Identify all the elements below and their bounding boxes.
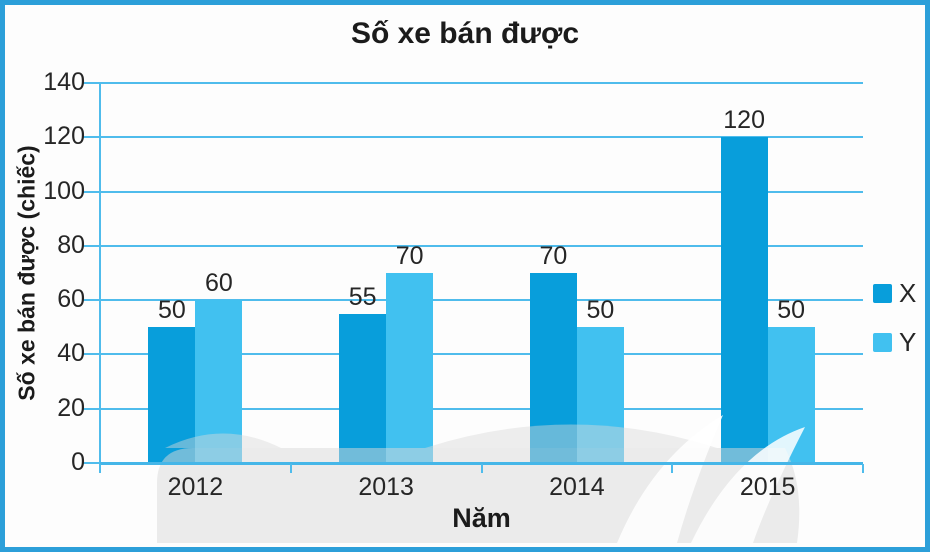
bar-y-2012 <box>195 300 243 463</box>
x-tick-0 <box>99 464 101 473</box>
x-tick-1 <box>289 464 292 473</box>
gridline-100 <box>100 190 863 193</box>
x-tick-4 <box>862 464 864 473</box>
y-tick-0 <box>82 462 100 464</box>
y-tick-label-40: 40 <box>57 339 85 368</box>
gridline-120 <box>100 136 863 139</box>
legend-swatch-icon-y <box>873 332 892 352</box>
y-tick-140 <box>82 82 100 84</box>
bar-value-label-x-2012: 50 <box>157 296 186 325</box>
y-tick-60 <box>82 299 100 302</box>
bar-y-2014 <box>576 327 624 463</box>
y-tick-20 <box>82 407 100 410</box>
y-tick-label-80: 80 <box>57 230 85 259</box>
legend-label-x: X <box>899 278 917 308</box>
bar-value-label-y-2013: 70 <box>395 242 424 270</box>
bar-x-2014 <box>529 273 577 463</box>
bar-value-label-x-2014: 70 <box>539 242 568 270</box>
gridline-60 <box>100 299 863 302</box>
gridline-80 <box>100 244 863 247</box>
bar-value-label-x-2015: 120 <box>723 106 765 135</box>
y-tick-80 <box>82 244 100 247</box>
y-tick-label-100: 100 <box>43 176 85 205</box>
y-tick-40 <box>82 353 100 356</box>
y-tick-120 <box>82 136 100 139</box>
x-axis-tick-label-2013: 2013 <box>358 473 414 501</box>
legend-item-y: Y <box>873 329 916 355</box>
gridline-40 <box>100 353 863 356</box>
bar-y-2015 <box>767 327 815 463</box>
bar-x-2012 <box>148 327 196 463</box>
y-tick-label-0: 0 <box>71 448 85 476</box>
gridline-20 <box>100 407 863 410</box>
x-axis-tick-label-2014: 2014 <box>549 473 605 501</box>
y-tick-100 <box>82 190 100 193</box>
y-tick-label-140: 140 <box>43 68 85 96</box>
legend-label-y: Y <box>899 327 917 357</box>
bar-value-label-y-2015: 50 <box>777 296 806 325</box>
y-tick-label-20: 20 <box>57 393 85 422</box>
y-axis-line <box>99 83 101 465</box>
bar-value-label-y-2014: 50 <box>586 296 615 325</box>
x-axis-tick-label-2012: 2012 <box>167 473 224 501</box>
legend-swatch-icon-x <box>873 283 892 303</box>
gridline-140 <box>100 82 863 84</box>
y-tick-label-60: 60 <box>57 285 85 314</box>
bar-y-2013 <box>386 273 434 463</box>
bar-value-label-y-2012: 60 <box>204 269 233 298</box>
x-axis-title: Năm <box>452 503 511 533</box>
x-tick-3 <box>671 464 674 473</box>
y-tick-label-120: 120 <box>43 122 85 151</box>
publisher-watermark <box>157 415 805 543</box>
bar-x-2015 <box>720 137 768 463</box>
legend-item-x: X <box>873 280 916 306</box>
chart-title: Số xe bán được <box>350 17 580 50</box>
x-axis-tick-label-2015: 2015 <box>739 473 796 501</box>
bar-value-label-x-2013: 55 <box>348 282 377 311</box>
x-tick-2 <box>480 464 483 473</box>
bar-x-2013 <box>339 313 387 463</box>
